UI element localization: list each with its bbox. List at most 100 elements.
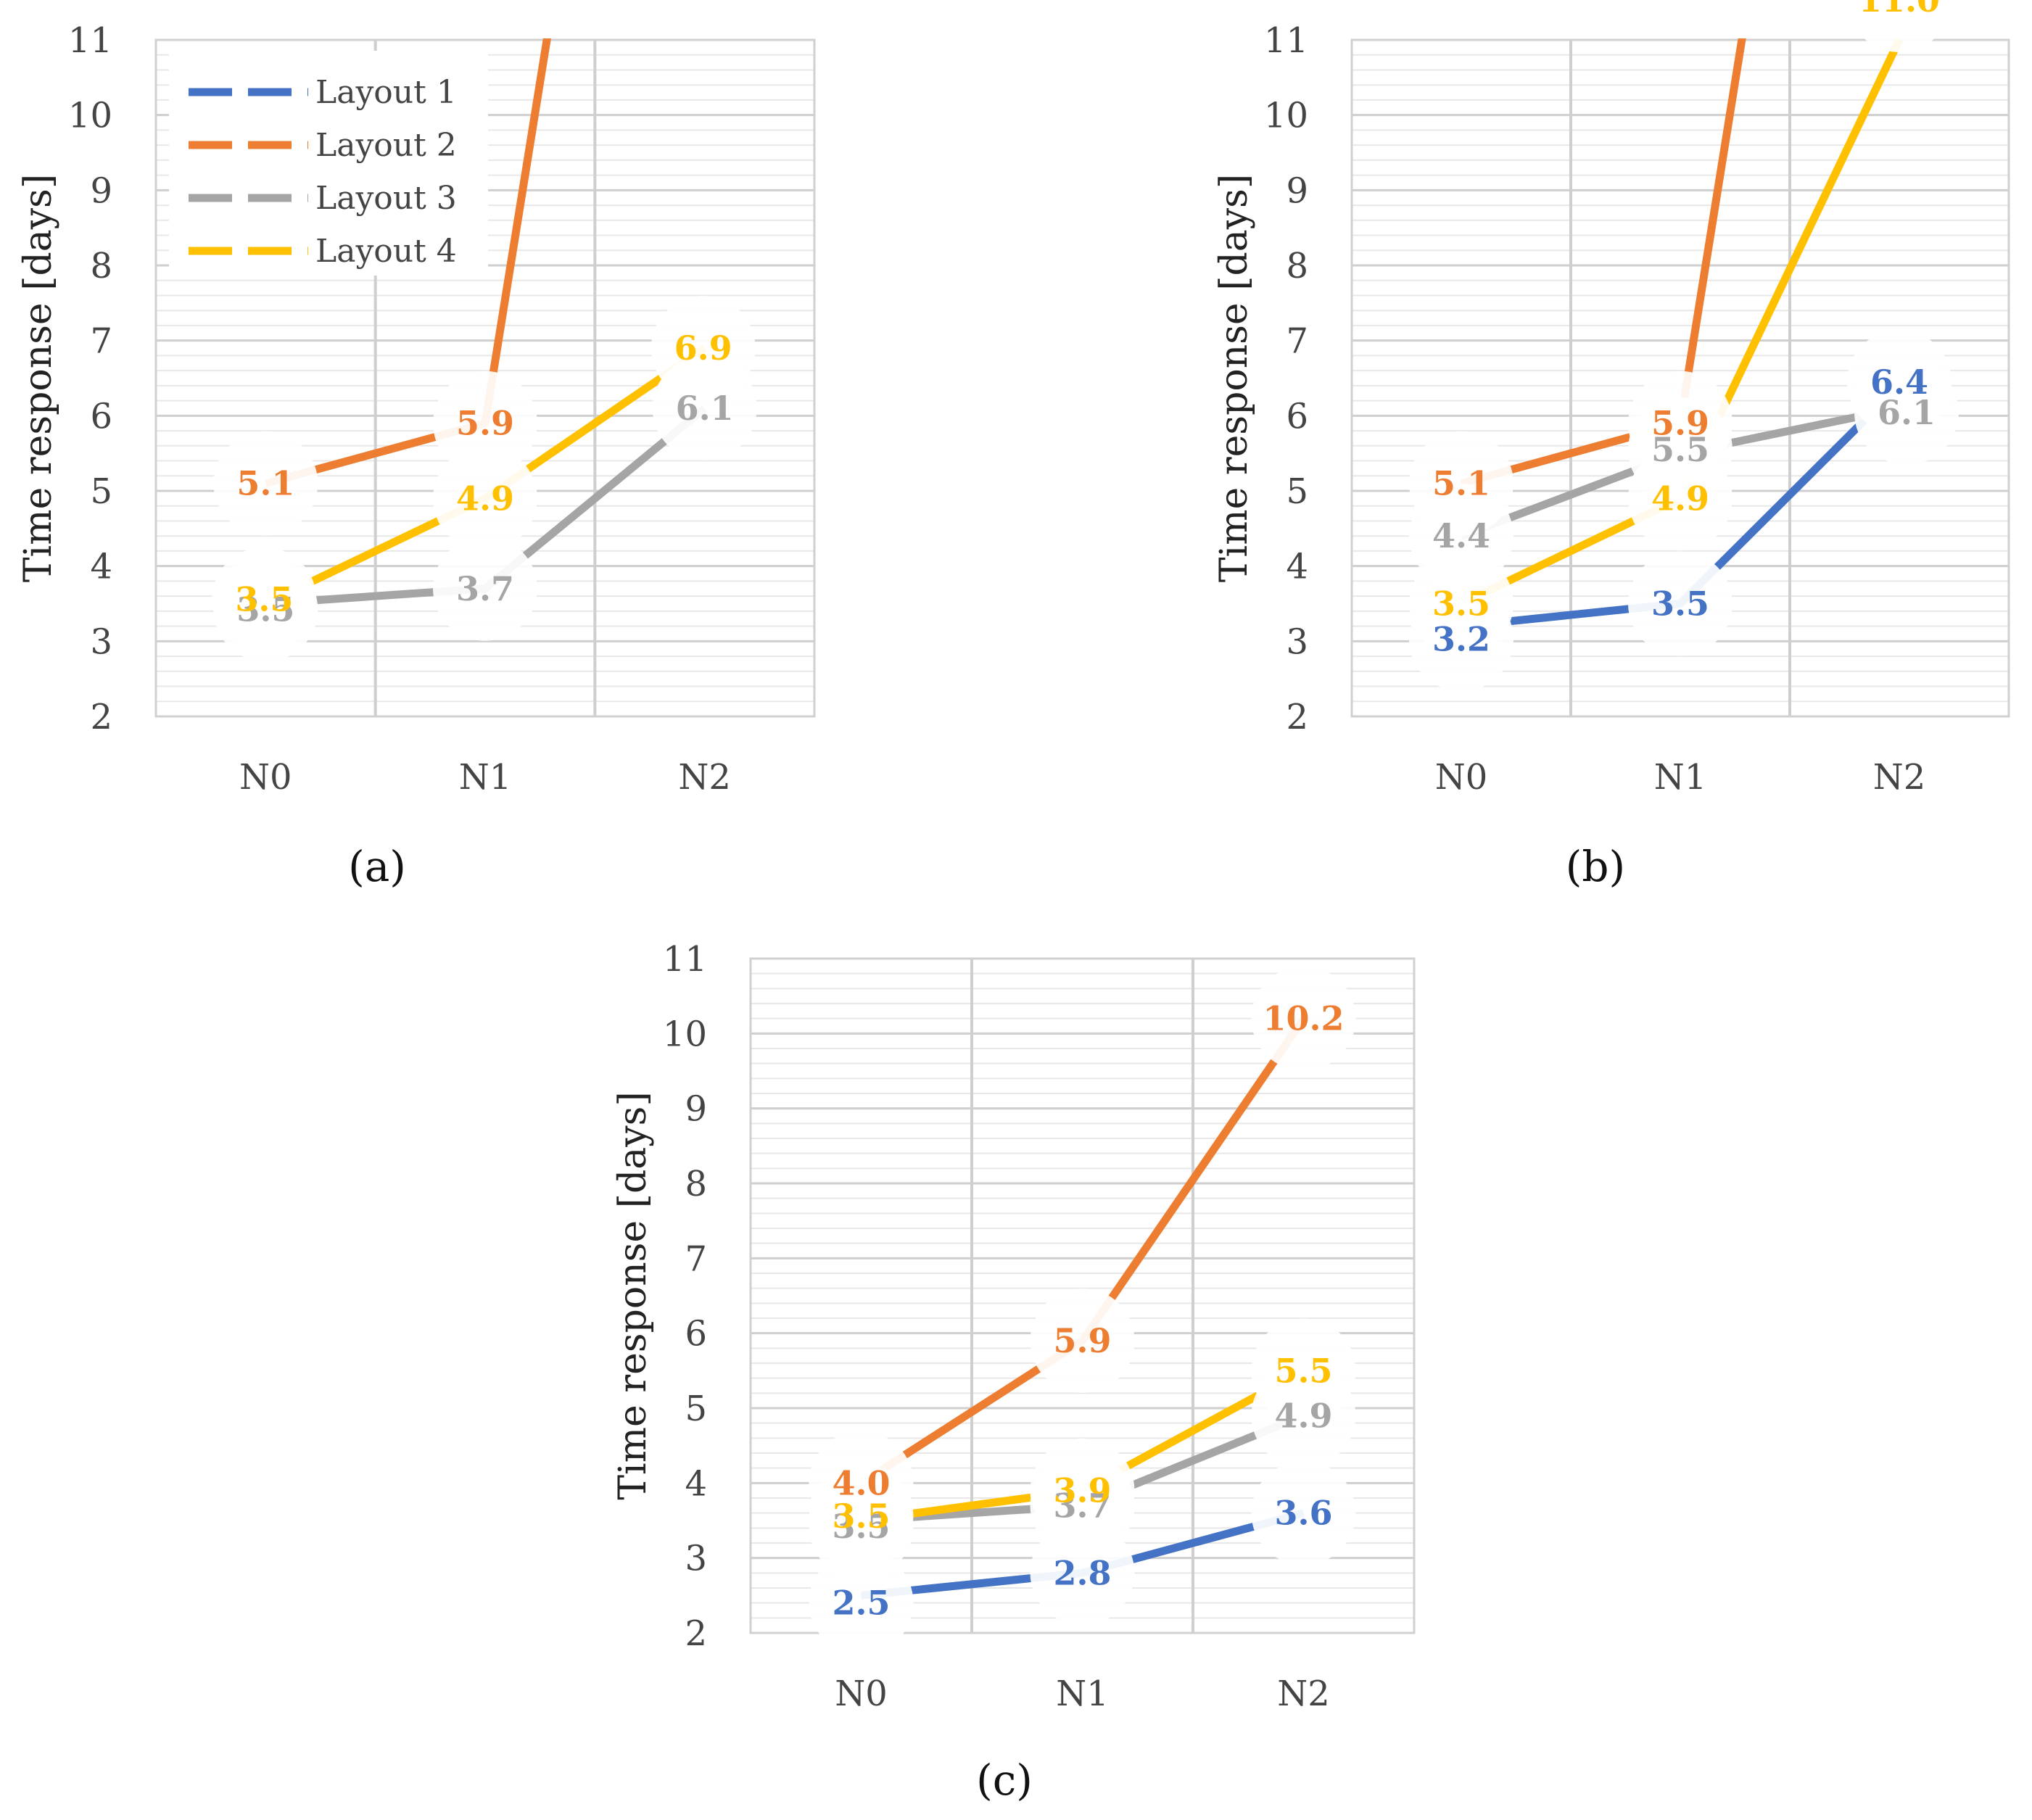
y-tick-label: 5 — [90, 471, 112, 512]
y-tick-label: 11 — [1264, 20, 1308, 61]
data-label-bg — [809, 1464, 914, 1568]
data-label-layout-3-n1: 3.7 — [456, 569, 514, 608]
plot-border — [749, 957, 1416, 1634]
data-label-bg — [1030, 1289, 1135, 1393]
label-backgrounds — [809, 966, 1356, 1655]
data-label-layout-1-n2: 3.6 — [1274, 1494, 1332, 1533]
data-label-layout-4-n1: 3.9 — [1053, 1471, 1111, 1510]
data-label-bg — [1847, 0, 1952, 52]
data-label-layout-4-n0: 3.5 — [235, 580, 293, 619]
data-label-layout-3-n0: 3.5 — [236, 590, 294, 629]
data-label-bg — [1251, 1460, 1356, 1565]
y-tick-label: 3 — [90, 621, 112, 662]
x-tick-label-n1: N1 — [1056, 1674, 1109, 1714]
data-label-bg — [213, 431, 318, 536]
x-tick-label-n0: N0 — [835, 1674, 888, 1714]
plot-border — [1350, 38, 2010, 718]
data-label-bg — [1030, 1438, 1135, 1543]
data-label-layout-1-n2: 6.4 — [1870, 363, 1928, 402]
y-tick-label: 4 — [1286, 547, 1308, 587]
data-label-layout-3-n1: 5.5 — [1651, 430, 1709, 469]
data-label-bg — [1628, 446, 1732, 551]
y-tick-label: 6 — [90, 396, 112, 437]
legend-label-layout-4: Layout 4 — [315, 233, 457, 270]
data-label-layout-4-n2: 6.9 — [674, 328, 732, 368]
x-tick-label-n2: N2 — [678, 757, 731, 798]
data-label-bg — [1251, 966, 1356, 1071]
legend-label-layout-1: Layout 1 — [315, 74, 457, 111]
y-tick-label: 2 — [685, 1613, 707, 1654]
data-label-layout-3-n2: 6.1 — [1878, 393, 1936, 432]
panel--b-: 2 3 4 5 6 7 8 9 10 11 N0 N1 N2 Time response [days] 3.… — [1213, 0, 2010, 891]
data-label-layout-2-n0: 5.1 — [236, 464, 294, 503]
data-label-layout-4-n2: 11.0 — [1859, 0, 1940, 20]
data-label-bg — [212, 547, 317, 652]
data-label-layout-2-n0: 4.0 — [832, 1463, 890, 1502]
data-label-layout-3-n2: 4.9 — [1274, 1396, 1332, 1435]
data-label-layout-1-n1: 3.5 — [1651, 584, 1709, 624]
data-label-layout-4-n1: 4.9 — [1651, 479, 1709, 518]
panel--a-: 2 3 4 5 6 7 8 9 10 11 N0 N1 N2 Time response [days] 5.… — [17, 20, 816, 891]
data-label-bg — [1854, 360, 1959, 465]
data-label-layout-2-n1: 5.9 — [1053, 1321, 1111, 1360]
data-labels: 2.5 2.8 3.6 4.0 5.9 10.2 3.5 3.7 4.9 3.5 3.9 5.5 — [832, 999, 1344, 1623]
data-label-layout-4-n0: 3.5 — [1432, 584, 1490, 624]
x-tick-label-n2: N2 — [1873, 757, 1926, 798]
plot-border — [154, 38, 816, 718]
y-tick-label: 7 — [685, 1238, 707, 1279]
data-label-layout-3-n0: 3.5 — [832, 1507, 890, 1546]
y-axis-title: Time response [days] — [1213, 174, 1256, 582]
y-tick-label: 7 — [90, 321, 112, 362]
y-tick-label: 6 — [685, 1314, 707, 1354]
x-tick-label-n0: N0 — [239, 757, 292, 798]
data-label-layout-4-n0: 3.5 — [832, 1497, 890, 1536]
data-label-layout-4-n2: 5.5 — [1274, 1351, 1332, 1390]
data-label-bg — [809, 1550, 914, 1655]
legend: Layout 1 Layout 2 Layout 3 Layout 4 — [169, 51, 488, 276]
legend-label-layout-3: Layout 3 — [315, 180, 457, 217]
y-tick-label: 5 — [685, 1389, 707, 1429]
data-label-bg — [1251, 1318, 1356, 1423]
data-label-layout-1-n0: 3.2 — [1432, 620, 1490, 659]
y-axis-title: Time response [days] — [17, 174, 60, 582]
y-tick-label: 10 — [663, 1014, 707, 1054]
data-label-layout-3-n2: 6.1 — [676, 389, 734, 428]
y-tick-label: 2 — [1286, 697, 1308, 737]
y-tick-label: 11 — [68, 20, 112, 61]
data-label-layout-3-n1: 3.7 — [1053, 1486, 1111, 1525]
data-labels: 5.1 5.9 3.5 3.7 6.1 3.5 4.9 6.9 — [235, 328, 733, 629]
x-tick-label-n2: N2 — [1277, 1674, 1330, 1714]
y-tick-label: 3 — [1286, 621, 1308, 662]
y-tick-label: 4 — [685, 1463, 707, 1504]
data-label-layout-2-n0: 5.1 — [1432, 464, 1490, 503]
y-tick-label: 6 — [1286, 396, 1308, 437]
data-label-layout-4-n1: 4.9 — [456, 479, 514, 518]
label-backgrounds — [212, 296, 757, 662]
y-tick-label: 8 — [90, 246, 112, 286]
data-label-layout-1-n1: 2.8 — [1053, 1553, 1111, 1592]
data-label-layout-2-n2: 10.2 — [1263, 999, 1344, 1038]
x-tick-label-n1: N1 — [459, 757, 512, 798]
y-tick-label: 10 — [68, 96, 112, 136]
x-tick-label-n0: N0 — [1435, 757, 1488, 798]
data-label-layout-2-n1: 5.9 — [1651, 404, 1709, 443]
data-label-layout-2-n1: 5.9 — [456, 404, 514, 443]
panel-caption: (b) — [1566, 842, 1625, 891]
y-tick-label: 5 — [1286, 471, 1308, 512]
panel-caption: (c) — [976, 1755, 1033, 1805]
y-tick-label: 9 — [1286, 170, 1308, 211]
data-label-bg — [1628, 551, 1732, 656]
y-tick-label: 9 — [90, 170, 112, 211]
legend-label-layout-2: Layout 2 — [315, 127, 457, 164]
data-label-bg — [433, 446, 537, 551]
data-label-layout-3-n0: 4.4 — [1432, 516, 1490, 555]
y-tick-label: 3 — [685, 1539, 707, 1579]
panel-caption: (a) — [348, 842, 406, 891]
y-tick-label: 4 — [90, 547, 112, 587]
data-labels: 3.23.56.45.15.94.45.56.13.54.911.0 — [1432, 0, 1940, 659]
x-tick-label-n1: N1 — [1654, 757, 1707, 798]
y-axis-title: Time response [days] — [611, 1091, 655, 1500]
panel--c-: 2 3 4 5 6 7 8 9 10 11 N0 N1 N2 Time response [days] 2.… — [611, 939, 1416, 1805]
